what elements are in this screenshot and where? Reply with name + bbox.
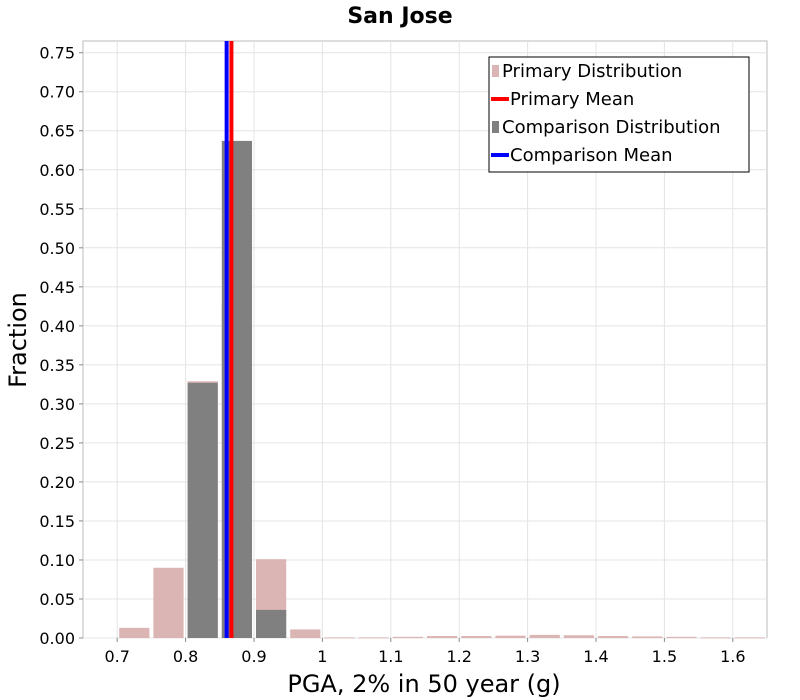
legend-box [488,56,750,173]
y-tick-label: 0.70 [39,83,75,102]
x-tick-label: 0.8 [173,647,198,666]
primary-distribution-bar [392,636,423,638]
y-axis-label: Fraction [4,292,32,388]
primary-distribution-bar [666,636,697,638]
x-tick-label: 1.6 [720,647,745,666]
primary-distribution-bar [461,636,492,638]
y-tick-label: 0.05 [39,590,75,609]
y-tick-label: 0.60 [39,161,75,180]
x-tick-label: 1.5 [652,647,677,666]
legend-label-primary-distribution: Primary Distribution [502,61,682,82]
y-tick-label: 0.15 [39,512,75,531]
x-axis-label: PGA, 2% in 50 year (g) [287,670,560,698]
x-tick-label: 1.3 [515,647,540,666]
legend-swatch-primary-distribution [492,65,499,77]
x-tick-label: 1 [317,647,327,666]
y-tick-label: 0.25 [39,434,75,453]
primary-distribution-bar [427,636,458,638]
y-tick-label: 0.50 [39,239,75,258]
y-tick-label: 0.45 [39,278,75,297]
primary-distribution-bar [632,636,663,638]
y-axis-ticks: 0.00 0.05 0.10 0.15 0.20 0.25 0.30 0.35 0.40 0.45… [39,44,83,648]
legend-label-comparison-mean: Comparison Mean [510,145,673,166]
primary-distribution-bar [119,627,150,638]
y-tick-label: 0.65 [39,122,75,141]
y-tick-label: 0.35 [39,356,75,375]
x-axis-ticks: 0.7 0.8 0.9 1 1.1 1.2 1.3 1.4 1.5 1.6 [104,638,746,666]
primary-distribution-bar [290,629,321,638]
primary-distribution-bar [529,634,560,638]
primary-distribution-bar [324,637,355,639]
y-tick-label: 0.30 [39,395,75,414]
primary-distribution-bar [700,637,731,639]
primary-distribution-bar [598,636,629,638]
x-tick-label: 1.2 [446,647,471,666]
legend: Primary Distribution Primary Mean Comparis… [488,56,750,173]
y-tick-label: 0.40 [39,317,75,336]
legend-label-comparison-distribution: Comparison Distribution [502,117,721,138]
comparison-distribution-bar [256,609,287,638]
primary-distribution-bar [358,637,389,639]
primary-distribution-bar [495,635,526,638]
x-tick-label: 0.9 [241,647,266,666]
y-tick-label: 0.00 [39,629,75,648]
y-tick-label: 0.55 [39,200,75,219]
primary-distribution-bar [563,635,594,638]
mean-lines [224,41,234,638]
y-tick-label: 0.75 [39,44,75,63]
y-tick-label: 0.10 [39,551,75,570]
y-tick-label: 0.20 [39,473,75,492]
primary-distribution-bar [734,637,765,639]
x-tick-label: 1.1 [378,647,403,666]
primary-distribution-bar [153,567,184,638]
legend-swatch-comparison-distribution [492,121,499,133]
chart-title: San Jose [347,4,452,29]
x-tick-label: 0.7 [104,647,129,666]
comparison-distribution-bar [187,382,218,638]
legend-label-primary-mean: Primary Mean [510,89,634,110]
x-tick-label: 1.4 [583,647,608,666]
